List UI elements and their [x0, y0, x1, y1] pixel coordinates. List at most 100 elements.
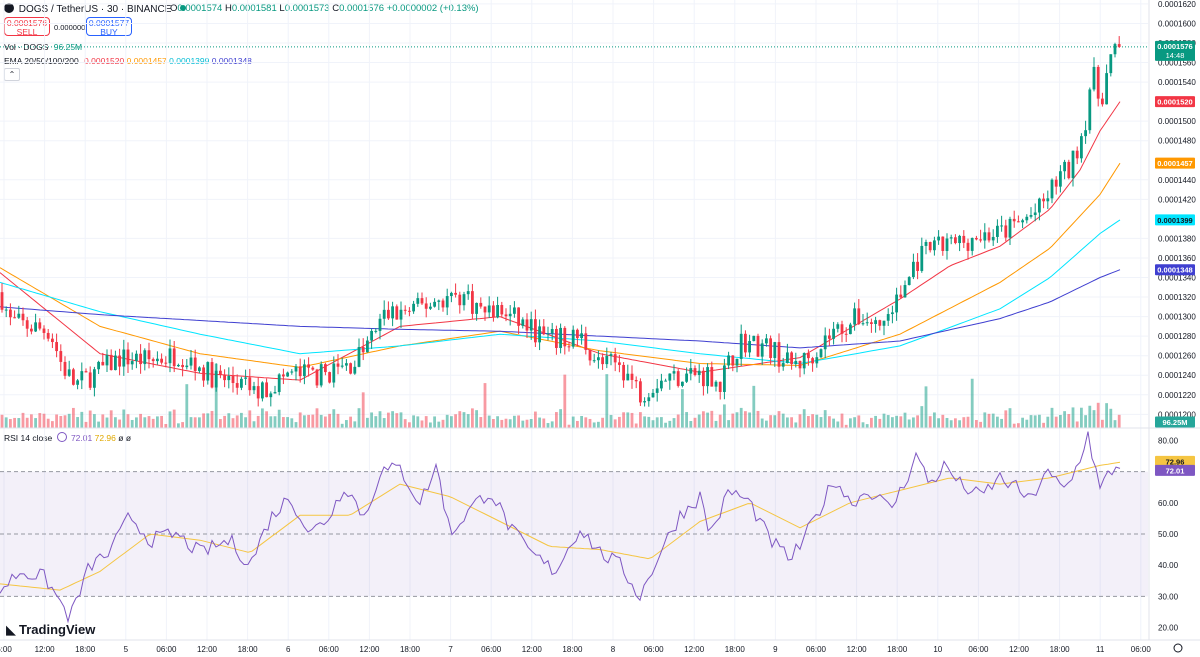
volume-bar: [1088, 405, 1092, 428]
countdown-badge: 14:48: [1166, 51, 1185, 60]
volume-bar: [567, 424, 571, 428]
candle-body: [160, 358, 163, 363]
candle-body: [710, 367, 714, 387]
candle-body: [265, 382, 268, 398]
candle-body: [210, 362, 214, 388]
ema100-badge: 0.0001399: [1157, 216, 1192, 225]
volume-bar: [613, 419, 617, 428]
time-tick-label: 06:00: [156, 645, 177, 654]
rsi-settings-icon[interactable]: [56, 432, 67, 442]
sell-button[interactable]: 0.0001576 SELL: [4, 17, 50, 37]
volume-bar: [240, 412, 243, 428]
candle-body: [248, 377, 252, 391]
candle-body: [17, 313, 21, 318]
candle-body: [9, 309, 12, 318]
volume-bar: [1101, 419, 1104, 428]
candle-body: [508, 313, 512, 317]
volume-bar: [181, 422, 184, 428]
candle-body: [752, 335, 756, 342]
volume-bar: [340, 423, 344, 428]
volume-bar: [412, 415, 415, 428]
volume-bar: [962, 417, 966, 428]
candle-body: [408, 310, 411, 312]
candle-body: [630, 373, 634, 380]
volume-bar: [126, 414, 130, 428]
candle-body: [727, 355, 730, 366]
rsi-ma-line: [0, 461, 1121, 591]
volume-bar: [576, 420, 579, 428]
candle-body: [996, 225, 999, 237]
price-tick-label: 0.0001560: [1158, 59, 1196, 68]
price-tick-label: 0.0001220: [1158, 391, 1196, 400]
candle-body: [261, 382, 264, 399]
volume-legend[interactable]: Vol · DOGS 96.25M: [4, 42, 82, 52]
volume-bar: [949, 420, 953, 428]
volume-bar: [697, 414, 701, 428]
volume-bar: [815, 414, 819, 428]
time-tick-label: 18:00: [238, 645, 259, 654]
candle-body: [429, 306, 432, 309]
volume-bar: [882, 413, 886, 428]
candle-body: [819, 349, 823, 358]
volume-bar: [479, 417, 483, 428]
ema200-value: 0.0001348: [211, 56, 252, 66]
volume-legend-value: 96.25M: [53, 42, 83, 52]
volume-bar: [508, 419, 512, 428]
volume-bar: [25, 417, 29, 428]
candle-body: [1012, 218, 1016, 222]
candle-body: [324, 364, 327, 373]
collapse-legend-button[interactable]: ⌃: [4, 68, 20, 81]
volume-bar: [928, 416, 932, 428]
volume-bar: [67, 413, 71, 428]
volume-bar: [870, 417, 873, 428]
volume-bar: [630, 412, 634, 428]
volume-bar: [878, 418, 882, 428]
candle-body: [811, 358, 814, 364]
candle-body: [618, 362, 621, 365]
candle-body: [517, 307, 520, 326]
candle-body: [525, 319, 529, 331]
volume-bar: [462, 412, 466, 428]
ema-legend[interactable]: EMA 20/50/100/200 0.0001520 0.0001457 0.…: [4, 56, 252, 66]
candle-body: [769, 338, 772, 358]
volume-bar: [592, 422, 596, 428]
volume-bar: [823, 410, 827, 428]
volume-bar: [147, 416, 151, 428]
volume-bar: [324, 416, 327, 428]
symbol-title[interactable]: DOGS / TetherUS · 30 · BINANCE: [18, 4, 172, 15]
volume-bar: [832, 418, 835, 428]
volume-bar: [903, 412, 907, 428]
volume-bar: [853, 417, 856, 428]
volume-bar: [1042, 422, 1045, 428]
volume-bar: [109, 410, 113, 428]
candle-body: [1000, 225, 1003, 227]
candle-body: [63, 361, 67, 376]
rsi-legend[interactable]: RSI 14 close 72.01 72.96 ø ø: [4, 432, 131, 443]
time-tick-label: 18:00: [562, 645, 583, 654]
candle-body: [987, 232, 991, 241]
volume-bar: [1109, 408, 1113, 428]
volume-bar: [886, 415, 890, 428]
candle-body: [765, 338, 768, 344]
candle-body: [605, 355, 609, 365]
candle-body: [412, 303, 415, 312]
candle-body: [235, 383, 239, 388]
volume-bar: [647, 416, 651, 428]
candle-body: [21, 313, 25, 321]
candle-body: [114, 355, 117, 371]
buy-button[interactable]: 0.0001577 BUY: [86, 17, 132, 37]
volume-bar: [445, 414, 449, 428]
candle-body: [269, 393, 273, 398]
candle-body: [622, 364, 625, 381]
volume-bar: [781, 413, 785, 428]
candle-body: [34, 322, 37, 332]
volume-bar: [357, 408, 361, 428]
volume-bar: [1004, 410, 1008, 428]
rsi-tick-label: 80.00: [1158, 436, 1179, 445]
price-tick-label: 0.0001380: [1158, 234, 1196, 243]
volume-bar: [80, 411, 84, 428]
volume-bar: [1071, 407, 1075, 428]
candle-body: [1063, 161, 1066, 172]
chevron-up-icon: ⌃: [8, 70, 16, 79]
